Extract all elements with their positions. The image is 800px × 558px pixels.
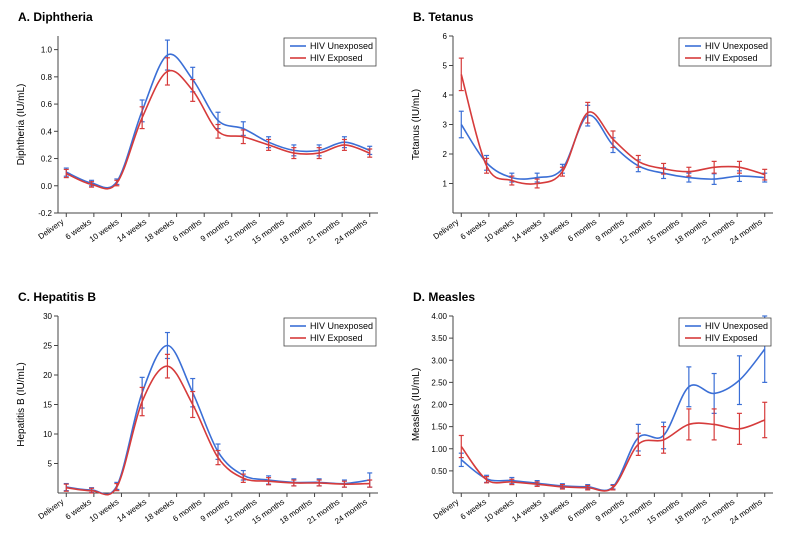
y-tick-label: 0.8 (41, 73, 53, 82)
panel-title: A. Diphtheria (18, 10, 93, 24)
panel-title: B. Tetanus (413, 10, 473, 24)
panel-name: Diphtheria (30, 10, 93, 24)
legend: HIV Unexposed HIV Exposed (679, 318, 771, 346)
y-tick-label: 5 (48, 460, 53, 469)
y-tick-label: 2.00 (431, 401, 447, 410)
x-tick-label: 18 weeks (538, 217, 571, 244)
legend-label: HIV Unexposed (310, 321, 373, 331)
legend: HIV Unexposed HIV Exposed (284, 318, 376, 346)
panel-letter: A. (18, 10, 30, 24)
series-line-exposed (66, 366, 369, 495)
x-tick-label: 6 months (566, 497, 598, 523)
x-tick-label: 14 weeks (510, 217, 543, 244)
y-axis-label: Tetanus (IU/mL) (411, 89, 422, 160)
chart-svg: 5 10 15 20 25 30 Hepatitis B (IU/mL) Delivery 6 … (10, 288, 390, 548)
y-tick-label: 4 (443, 91, 448, 100)
y-tick-label: 30 (43, 312, 52, 321)
legend-label: HIV Unexposed (705, 41, 768, 51)
panel-name: Hepatitis B (30, 290, 96, 304)
y-tick-label: 1.50 (431, 423, 447, 432)
x-tick-label: Delivery (432, 497, 461, 521)
y-axis-label: Hepatitis B (IU/mL) (16, 362, 27, 446)
legend-label: HIV Exposed (705, 53, 758, 63)
legend: HIV Unexposed HIV Exposed (679, 38, 771, 66)
legend-label: HIV Unexposed (310, 41, 373, 51)
x-tick-label: 18 weeks (143, 217, 176, 244)
y-tick-label: 25 (43, 342, 52, 351)
y-tick-label: 20 (43, 371, 52, 380)
y-tick-label: 2 (443, 150, 448, 159)
x-tick-label: Delivery (37, 497, 66, 521)
legend-label: HIV Exposed (310, 53, 363, 63)
y-tick-label: 2.50 (431, 378, 447, 387)
legend-label: HIV Exposed (310, 333, 363, 343)
chart-svg: -0.2 0.0 0.2 0.4 0.6 0.8 1.0 Diphtheria (IU/mL)… (10, 8, 390, 268)
panel-letter: D. (413, 290, 425, 304)
panel-title: C. Hepatitis B (18, 290, 96, 304)
x-tick-label: 14 weeks (115, 497, 148, 524)
panel-letter: B. (413, 10, 425, 24)
y-tick-label: 0.2 (41, 155, 53, 164)
y-axis-label: Diphtheria (IU/mL) (16, 84, 27, 166)
y-tick-label: -0.2 (38, 209, 52, 218)
y-tick-label: 1.00 (431, 445, 447, 454)
x-tick-label: Delivery (37, 217, 66, 241)
y-tick-label: 1.0 (41, 46, 53, 55)
chart-svg: 123456Tetanus (IU/mL)Delivery6 weeks10 w… (405, 8, 785, 268)
y-tick-label: 10 (43, 430, 52, 439)
series-line-unexposed (461, 349, 764, 490)
y-tick-label: 6 (443, 32, 448, 41)
y-tick-label: 0.50 (431, 467, 447, 476)
panel-title: D. Measles (413, 290, 475, 304)
x-tick-label: 6 months (171, 217, 203, 243)
y-tick-label: 15 (43, 401, 52, 410)
figure-grid: { "figure":{ "background_color":"#ffffff… (0, 0, 800, 558)
series-line-unexposed (66, 346, 369, 495)
chart-svg: 0.50 1.00 1.50 2.00 2.50 3.00 3.50 4.00 Measles … (405, 288, 785, 548)
legend: HIV Unexposed HIV Exposed (284, 38, 376, 66)
y-tick-label: 5 (443, 62, 448, 71)
x-tick-label: Delivery (432, 217, 461, 241)
x-tick-label: 10 weeks (483, 497, 516, 524)
panel-hepatitis-b: C. Hepatitis B 5 10 15 20 25 30 Hepatitis B (IU… (10, 288, 390, 548)
panel-name: Measles (425, 290, 475, 304)
y-tick-label: 3.00 (431, 356, 447, 365)
panel-letter: C. (18, 290, 30, 304)
series-line-unexposed (66, 54, 369, 188)
x-tick-label: 14 weeks (510, 497, 543, 524)
x-tick-label: 18 weeks (538, 497, 571, 524)
y-tick-label: 4.00 (431, 312, 447, 321)
y-tick-label: 0.6 (41, 100, 53, 109)
series-line-exposed (461, 74, 764, 184)
y-axis-label: Measles (IU/mL) (411, 368, 422, 441)
y-tick-label: 3 (443, 121, 448, 130)
legend-label: HIV Unexposed (705, 321, 768, 331)
y-tick-label: 3.50 (431, 334, 447, 343)
y-tick-label: 1 (443, 180, 448, 189)
panel-name: Tetanus (425, 10, 473, 24)
x-tick-label: 10 weeks (88, 217, 121, 244)
panel-diphtheria: A. Diphtheria -0.2 0.0 0.2 0.4 0.6 0.8 1.0 Dipht… (10, 8, 390, 268)
panel-tetanus: B. Tetanus 1 2 3 4 5 6 Tetanus (IU/mL) Delivery 6… (405, 8, 785, 268)
x-tick-label: 18 weeks (143, 497, 176, 524)
x-tick-label: 6 months (171, 497, 203, 523)
x-tick-label: 6 months (566, 217, 598, 243)
y-tick-label: 0.0 (41, 182, 53, 191)
x-tick-label: 10 weeks (483, 217, 516, 244)
legend-label: HIV Exposed (705, 333, 758, 343)
x-tick-label: 10 weeks (88, 497, 121, 524)
panel-measles: D. Measles 0.50 1.00 1.50 2.00 2.50 3.00 3.50 4.… (405, 288, 785, 548)
y-tick-label: 0.4 (41, 127, 53, 136)
x-tick-label: 14 weeks (115, 217, 148, 244)
